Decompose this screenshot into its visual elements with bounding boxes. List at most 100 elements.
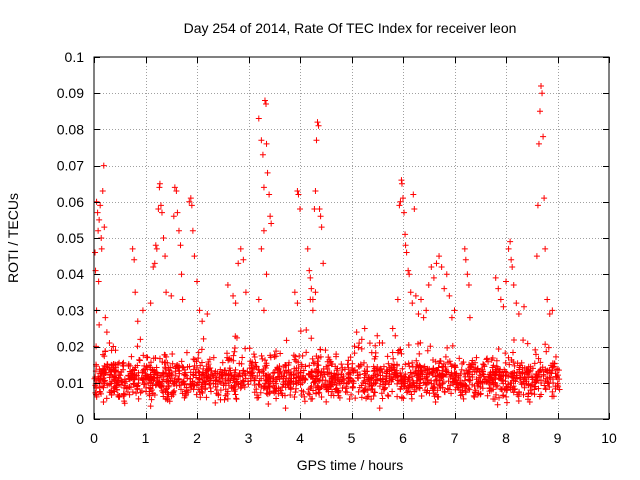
data-point — [470, 361, 477, 368]
data-point — [454, 384, 461, 391]
data-point — [224, 395, 231, 402]
data-point — [538, 379, 545, 386]
data-point — [235, 260, 242, 267]
data-point — [341, 366, 348, 373]
data-point — [172, 372, 179, 379]
data-point — [246, 345, 253, 352]
data-point — [175, 227, 182, 234]
data-point — [415, 311, 422, 318]
data-point — [198, 346, 205, 353]
data-point — [220, 382, 227, 389]
data-point — [231, 382, 238, 389]
data-point — [493, 363, 500, 370]
data-point — [400, 395, 407, 402]
data-point — [370, 393, 377, 400]
data-point — [525, 368, 532, 375]
data-point — [546, 366, 553, 373]
data-point — [368, 382, 375, 389]
data-point — [294, 300, 301, 307]
data-point — [147, 375, 154, 382]
data-point — [166, 382, 173, 389]
data-point — [389, 325, 396, 332]
data-point — [423, 374, 430, 381]
data-point — [398, 350, 405, 357]
data-point — [139, 307, 146, 314]
x-tick-label: 3 — [245, 430, 253, 446]
data-point — [191, 356, 198, 363]
data-point — [449, 342, 456, 349]
data-point — [493, 391, 500, 398]
y-tick-labels: 0 0.01 0.02 0.03 0.04 0.05 0.06 0.07 0.08 0.09 0.1 — [57, 49, 84, 427]
data-point — [212, 370, 219, 377]
y-tick-label: 0.08 — [57, 121, 84, 137]
data-point — [293, 385, 300, 392]
data-point — [352, 395, 359, 402]
data-point — [262, 357, 269, 364]
data-point — [258, 352, 265, 359]
data-point — [549, 393, 556, 400]
data-point — [423, 307, 430, 314]
data-point — [173, 187, 180, 194]
data-point — [376, 383, 383, 390]
data-point — [440, 360, 447, 367]
data-point — [397, 198, 404, 205]
data-point — [92, 249, 99, 256]
data-point — [101, 362, 108, 369]
data-point — [102, 314, 109, 321]
data-point — [424, 347, 431, 354]
data-point — [338, 361, 345, 368]
data-point — [151, 260, 158, 267]
data-point — [141, 362, 148, 369]
data-point — [495, 346, 502, 353]
data-point — [424, 367, 431, 374]
data-point — [207, 385, 214, 392]
data-point — [379, 395, 386, 402]
data-point — [474, 380, 481, 387]
data-point — [380, 363, 387, 370]
data-point — [212, 399, 219, 406]
data-point — [437, 384, 444, 391]
data-point — [381, 385, 388, 392]
data-point — [103, 395, 110, 402]
data-point — [255, 115, 262, 122]
data-point — [306, 267, 313, 274]
data-point — [272, 378, 279, 385]
data-point — [287, 392, 294, 399]
data-point — [191, 382, 198, 389]
data-point — [101, 224, 108, 231]
data-point — [350, 380, 357, 387]
data-point — [460, 359, 467, 366]
data-point — [503, 278, 509, 285]
data-point — [174, 209, 181, 216]
data-point — [200, 335, 207, 342]
data-point — [444, 385, 451, 392]
data-point — [166, 398, 173, 405]
data-point — [541, 195, 548, 202]
data-point — [313, 366, 320, 373]
data-point — [183, 391, 190, 398]
data-point — [349, 384, 356, 391]
data-point — [219, 359, 226, 366]
data-point — [320, 260, 327, 267]
data-point — [190, 386, 197, 393]
data-point — [538, 82, 545, 89]
data-point — [170, 380, 177, 387]
data-point — [317, 213, 324, 220]
data-point — [108, 389, 115, 396]
data-point — [473, 369, 480, 376]
data-point — [127, 370, 134, 377]
data-point — [112, 347, 119, 354]
data-point — [399, 394, 406, 401]
data-point — [190, 356, 197, 363]
data-point — [382, 380, 389, 387]
data-point — [520, 391, 527, 398]
data-point — [416, 380, 423, 387]
data-point — [545, 344, 552, 351]
data-point — [455, 374, 462, 381]
data-point — [233, 396, 240, 403]
data-point — [522, 376, 529, 383]
data-point — [281, 369, 288, 376]
data-point — [102, 363, 109, 370]
data-point — [396, 202, 403, 209]
data-point — [361, 389, 368, 396]
